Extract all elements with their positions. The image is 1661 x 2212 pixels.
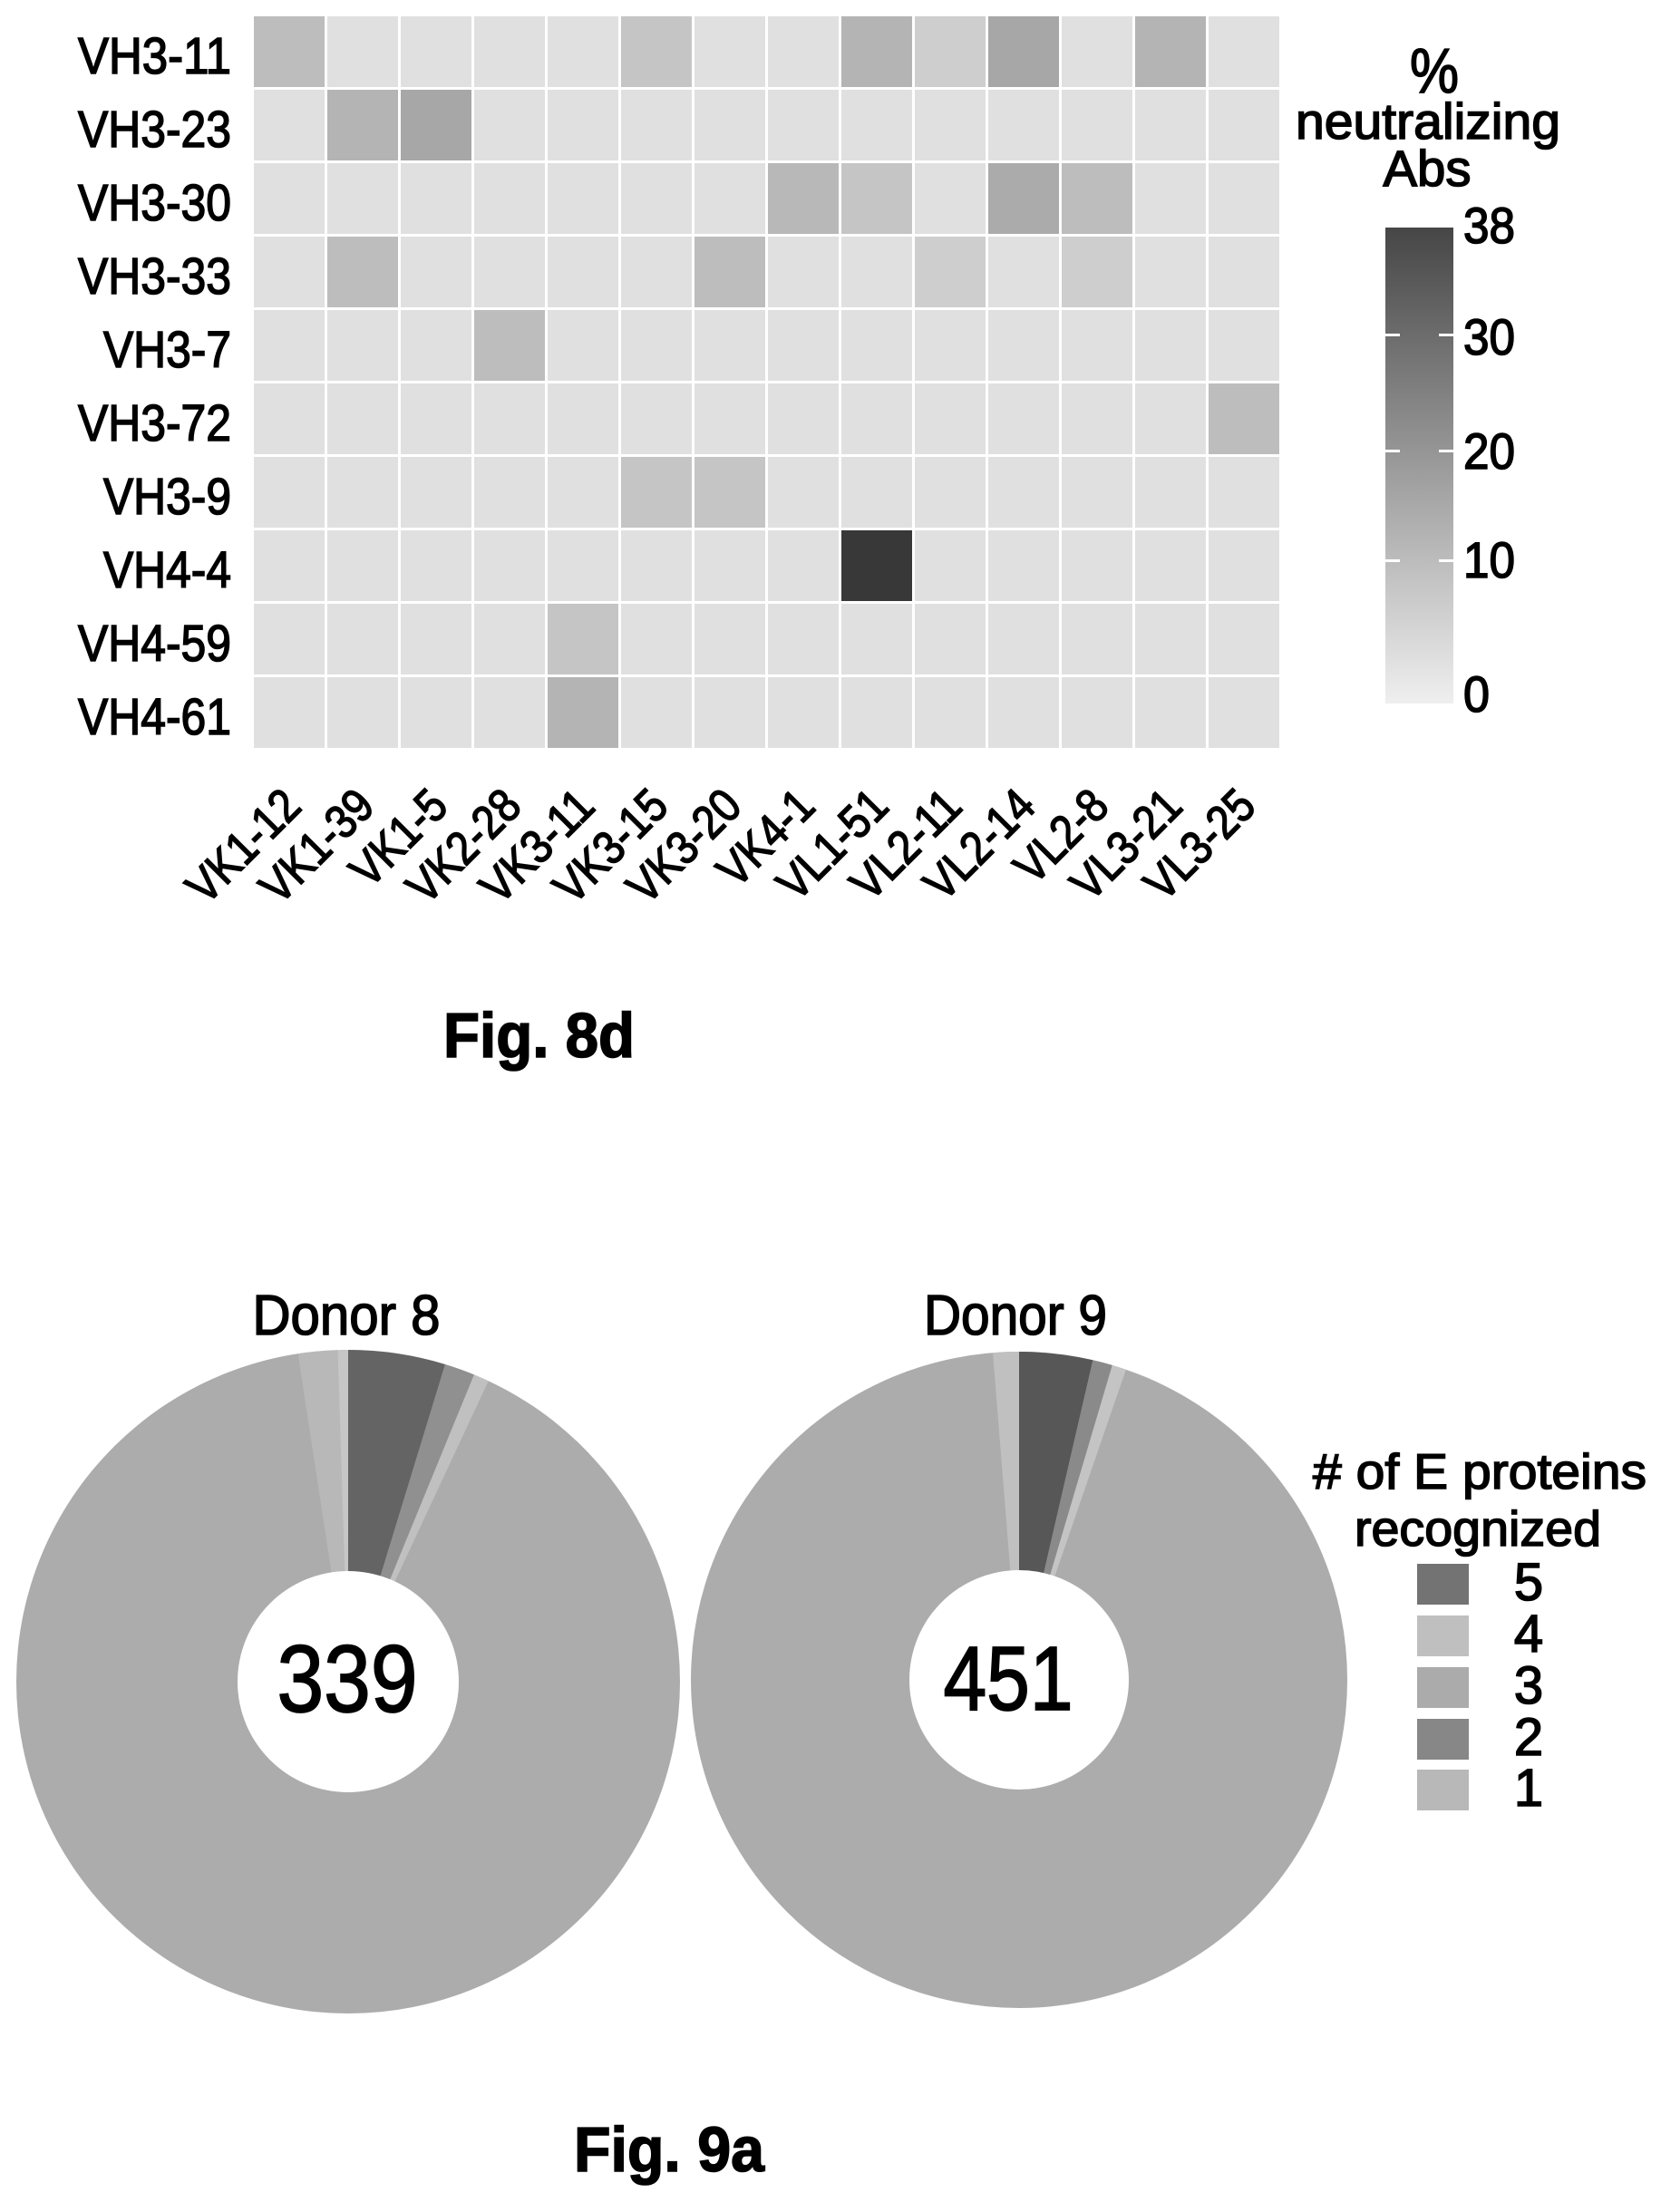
svg-text:10: 10	[1463, 531, 1515, 588]
svg-text:0: 0	[1463, 665, 1490, 723]
svg-text:Donor 9: Donor 9	[924, 1285, 1107, 1347]
svg-text:VH3-30: VH3-30	[78, 174, 231, 232]
svg-text:2: 2	[1514, 1708, 1543, 1767]
svg-text:recognized: recognized	[1355, 1500, 1601, 1557]
svg-text:VH3-7: VH3-7	[103, 321, 231, 379]
svg-text:Donor 8: Donor 8	[253, 1285, 441, 1347]
svg-text:%: %	[1410, 35, 1459, 106]
svg-text:4: 4	[1514, 1605, 1543, 1664]
svg-text:VH3-9: VH3-9	[103, 468, 231, 526]
svg-text:Abs: Abs	[1384, 140, 1472, 197]
svg-text:Fig. 8d: Fig. 8d	[443, 1000, 635, 1071]
svg-text:339: 339	[277, 1626, 418, 1732]
svg-text:20: 20	[1463, 422, 1515, 480]
svg-text:VH3-33: VH3-33	[78, 247, 231, 306]
svg-text:VH4-4: VH4-4	[103, 541, 231, 599]
svg-text:1: 1	[1514, 1759, 1543, 1818]
svg-text:VH3-11: VH3-11	[78, 27, 231, 85]
svg-text:Fig. 9a: Fig. 9a	[574, 2114, 765, 2185]
svg-text:VH4-61: VH4-61	[78, 688, 231, 746]
svg-text:451: 451	[944, 1628, 1073, 1730]
svg-text:3: 3	[1514, 1656, 1543, 1715]
svg-text:neutralizing: neutralizing	[1296, 92, 1560, 150]
svg-text:5: 5	[1514, 1553, 1543, 1612]
svg-text:# of E proteins: # of E proteins	[1313, 1443, 1646, 1499]
svg-text:30: 30	[1463, 308, 1515, 365]
svg-text:VH3-23: VH3-23	[78, 101, 231, 159]
svg-text:38: 38	[1463, 197, 1515, 254]
svg-text:VH4-59: VH4-59	[78, 615, 231, 673]
svg-text:VH3-72: VH3-72	[78, 394, 231, 452]
